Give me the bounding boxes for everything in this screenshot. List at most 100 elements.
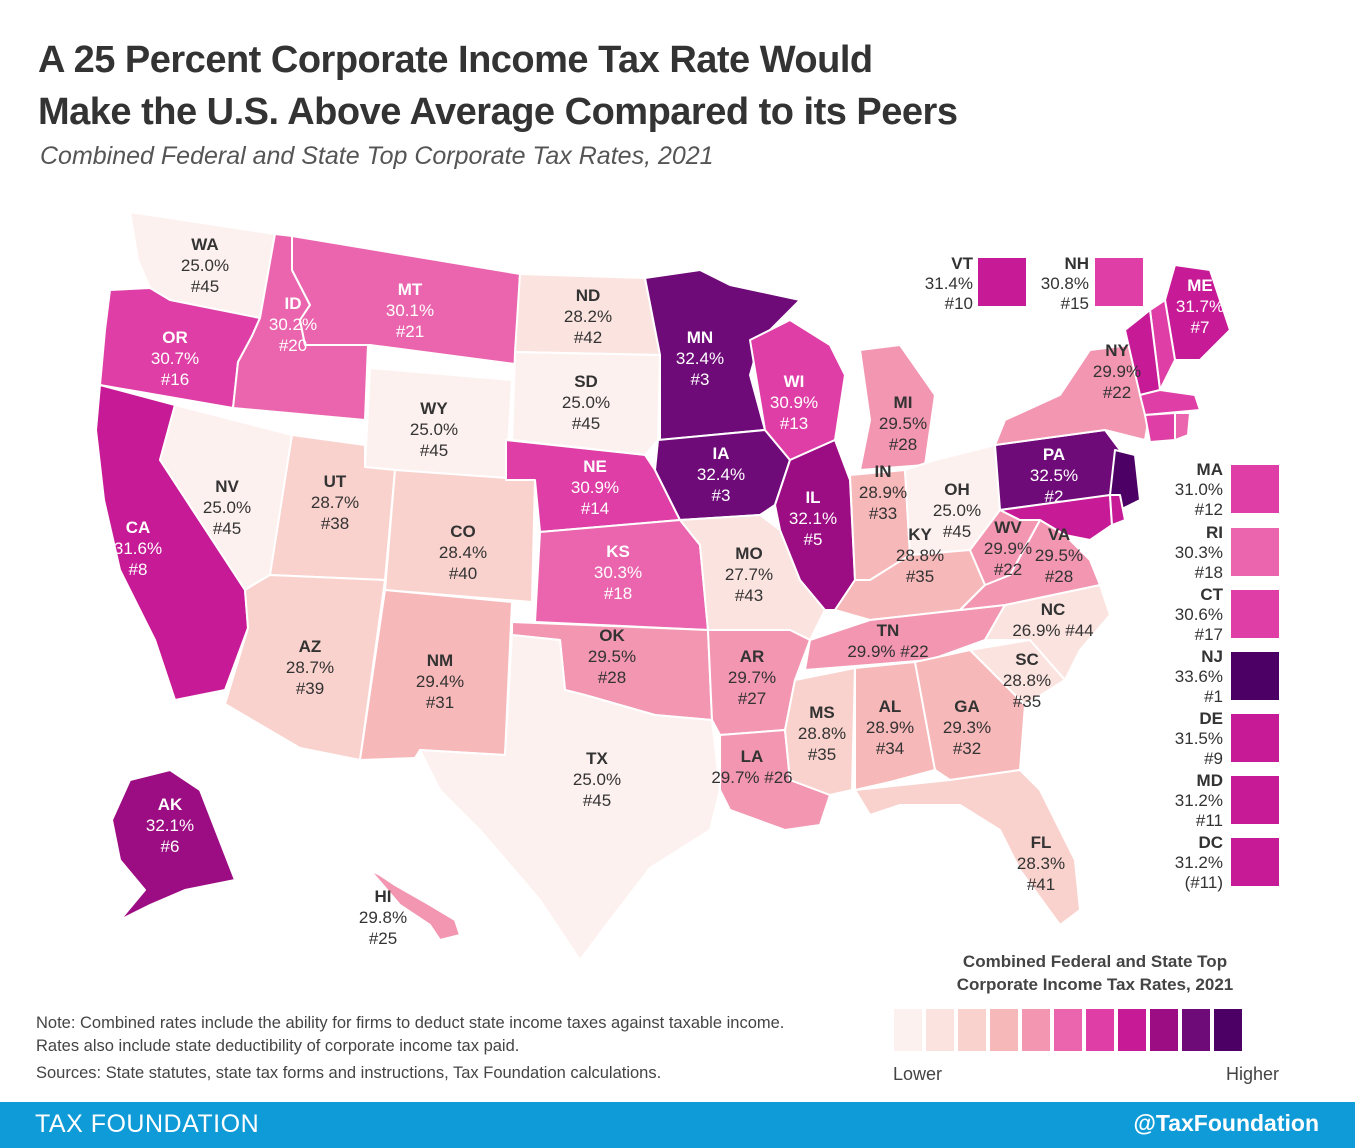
page-title: A 25 Percent Corporate Income Tax Rate W… xyxy=(38,34,958,138)
label-va: VA 29.5% #28 xyxy=(1035,525,1083,586)
legend-high-label: Higher xyxy=(1226,1064,1280,1084)
legend-swatch-5 xyxy=(1022,1009,1050,1051)
state-ct[interactable] xyxy=(1144,412,1176,443)
label-nc: NC 26.9% #44 xyxy=(1012,600,1093,640)
label-wv: WV 29.9% #22 xyxy=(984,518,1032,579)
label-ia: IA 32.4% #3 xyxy=(697,444,745,505)
note-text: Note: Combined rates include the ability… xyxy=(36,1014,785,1055)
footer-brand: TAX FOUNDATION xyxy=(35,1110,260,1138)
label-tn: TN 29.9% #22 xyxy=(847,621,928,661)
state-al[interactable] xyxy=(854,661,936,791)
label-pa: PA 32.5% #2 xyxy=(1030,445,1078,506)
inset-label-nj: NJ 33.6% #1 xyxy=(1174,647,1223,706)
state-de[interactable] xyxy=(1109,494,1126,526)
label-ny: NY 29.9% #22 xyxy=(1093,341,1141,402)
inset-swatch-ri[interactable] xyxy=(1231,528,1279,576)
notes-block: Note: Combined rates include the ability… xyxy=(36,1012,796,1085)
legend-swatch-8 xyxy=(1118,1009,1146,1051)
label-id: ID 30.2% #20 xyxy=(269,294,317,355)
label-fl: FL 28.3% #41 xyxy=(1017,833,1065,894)
label-ak: AK 32.1% #6 xyxy=(146,795,194,856)
title-line-1: A 25 Percent Corporate Income Tax Rate W… xyxy=(38,39,873,81)
label-ar: AR 29.7% #27 xyxy=(728,647,776,708)
label-mi: MI 29.5% #28 xyxy=(879,393,927,454)
label-hi: HI 29.8% #25 xyxy=(359,887,407,948)
inset-label-de: DE 31.5% #9 xyxy=(1174,709,1223,768)
label-or: OR 30.7% #16 xyxy=(151,328,199,389)
state-mt[interactable] xyxy=(291,235,521,365)
label-ut: UT 28.7% #38 xyxy=(311,472,359,533)
state-ri[interactable] xyxy=(1174,412,1191,441)
legend-swatch-2 xyxy=(926,1009,954,1051)
label-mo: MO 27.7% #43 xyxy=(725,544,773,605)
label-tx: TX 25.0% #45 xyxy=(573,749,621,810)
label-ca: CA 31.6% #8 xyxy=(114,518,162,579)
label-mn: MN 32.4% #3 xyxy=(676,328,724,389)
state-sd[interactable] xyxy=(511,351,661,456)
legend-title-line-2: Corporate Income Tax Rates, 2021 xyxy=(956,975,1234,994)
label-wi: WI 30.9% #13 xyxy=(770,372,818,433)
state-ak[interactable] xyxy=(111,769,236,921)
legend-swatch-10 xyxy=(1182,1009,1210,1051)
legend-title: Combined Federal and State Top Corporate… xyxy=(930,950,1260,996)
label-sc: SC 28.8% #35 xyxy=(1003,650,1051,711)
inset-label-ct: CT 30.6% #17 xyxy=(1174,585,1223,644)
subtitle: Combined Federal and State Top Corporate… xyxy=(40,142,714,170)
inset-label-ri: RI 30.3% #18 xyxy=(1174,523,1223,582)
inset-swatch-dc[interactable] xyxy=(1231,838,1279,886)
label-az: AZ 28.7% #39 xyxy=(286,637,334,698)
legend-swatch-9 xyxy=(1150,1009,1178,1051)
inset-label-ma: MA 31.0% #12 xyxy=(1174,460,1223,519)
inset-swatch-md[interactable] xyxy=(1231,776,1279,824)
title-line-2: Make the U.S. Above Average Compared to … xyxy=(38,91,958,133)
legend-swatches xyxy=(894,1009,1242,1051)
state-tx[interactable] xyxy=(419,634,721,961)
inset-swatch-ma[interactable] xyxy=(1231,465,1279,513)
inset-label-nh: NH 30.8% #15 xyxy=(1040,254,1089,313)
state-hi[interactable] xyxy=(369,869,461,941)
state-co[interactable] xyxy=(384,469,536,603)
legend-swatch-4 xyxy=(990,1009,1018,1051)
sources-text: Sources: State statutes, state tax forms… xyxy=(36,1064,662,1082)
inset-swatch-vt[interactable] xyxy=(978,258,1026,306)
label-ne: NE 30.9% #14 xyxy=(571,457,619,518)
label-me: ME 31.7% #7 xyxy=(1176,276,1224,337)
label-al: AL 28.9% #34 xyxy=(866,697,914,758)
label-nv: NV 25.0% #45 xyxy=(203,477,251,538)
footer-handle[interactable]: @TaxFoundation xyxy=(1133,1110,1319,1136)
state-mo[interactable] xyxy=(679,514,826,641)
legend-title-line-1: Combined Federal and State Top xyxy=(962,952,1228,971)
label-ok: OK 29.5% #28 xyxy=(588,626,636,687)
legend-swatch-7 xyxy=(1086,1009,1114,1051)
legend-swatch-3 xyxy=(958,1009,986,1051)
inset-swatch-nj[interactable] xyxy=(1231,652,1279,700)
state-wi[interactable] xyxy=(749,319,846,461)
inset-label-vt: VT 31.4% #10 xyxy=(924,254,973,313)
inset-swatch-ct[interactable] xyxy=(1231,590,1279,638)
legend-swatch-1 xyxy=(894,1009,922,1051)
label-ks: KS 30.3% #18 xyxy=(594,542,642,603)
label-ga: GA 29.3% #32 xyxy=(943,697,991,758)
state-fl[interactable] xyxy=(854,769,1081,926)
footer-bar: TAX FOUNDATION @TaxFoundation xyxy=(0,1102,1355,1148)
label-nm: NM 29.4% #31 xyxy=(416,651,464,712)
legend-low-label: Lower xyxy=(893,1064,943,1084)
inset-label-dc: DC 31.2% (#11) xyxy=(1174,833,1223,892)
legend-swatch-11 xyxy=(1214,1009,1242,1051)
label-nd: ND 28.2% #42 xyxy=(564,286,612,347)
inset-swatch-de[interactable] xyxy=(1231,714,1279,762)
label-wa: WA 25.0% #45 xyxy=(181,235,229,296)
state-il[interactable] xyxy=(774,439,856,611)
state-ma[interactable] xyxy=(1139,389,1201,416)
label-la: LA 29.7% #26 xyxy=(711,747,792,787)
label-wy: WY 25.0% #45 xyxy=(410,399,458,460)
inset-label-md: MD 31.2% #11 xyxy=(1174,771,1223,830)
label-in: IN 28.9% #33 xyxy=(859,462,907,523)
label-sd: SD 25.0% #45 xyxy=(562,372,610,433)
state-labels: WA 25.0% #45 OR 30.7% #16 CA 31.6% #8 NV 25.0% #45 I… xyxy=(114,235,1224,948)
state-shapes xyxy=(95,211,1231,961)
label-ms: MS 28.8% #35 xyxy=(798,703,846,764)
inset-swatch-nh[interactable] xyxy=(1095,258,1143,306)
label-il: IL 32.1% #5 xyxy=(789,488,837,549)
